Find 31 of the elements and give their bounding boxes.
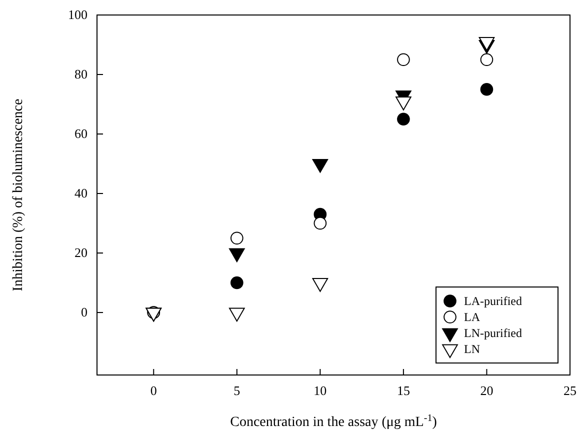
- point: [478, 37, 495, 51]
- legend-label: LN: [464, 342, 480, 356]
- point: [312, 278, 328, 292]
- point: [230, 276, 244, 290]
- y-tick-label: 100: [68, 7, 88, 22]
- legend-label: LA-purified: [464, 294, 522, 308]
- x-tick-label: 0: [150, 382, 157, 398]
- y-tick-label: 40: [74, 186, 88, 201]
- point: [396, 96, 412, 110]
- y-tick-label: 20: [74, 245, 88, 260]
- x-tick-label: 25: [564, 382, 576, 398]
- point: [230, 232, 244, 245]
- point: [480, 53, 494, 66]
- y-tick-label: 60: [74, 126, 88, 142]
- x-tick-label: 10: [314, 382, 327, 398]
- point: [480, 82, 494, 96]
- legend-label: LA: [464, 310, 480, 324]
- y-tick-label: 0: [81, 304, 88, 320]
- point: [314, 216, 327, 230]
- point: [228, 248, 245, 262]
- point: [228, 308, 245, 322]
- y-axis-title: Inhibition (%) of bioluminescence: [11, 98, 26, 292]
- x-tick-label: 15: [396, 382, 410, 398]
- point: [397, 53, 410, 66]
- point: [397, 112, 410, 126]
- x-axis-title: Concentration in the assay (μg mL$^{-1}$): [230, 412, 438, 430]
- legend-label: LN-purified: [464, 326, 522, 340]
- x-tick-label: 20: [480, 382, 494, 398]
- y-tick-label: 80: [74, 66, 88, 82]
- point: [312, 158, 328, 173]
- x-tick-label: 5: [234, 382, 240, 398]
